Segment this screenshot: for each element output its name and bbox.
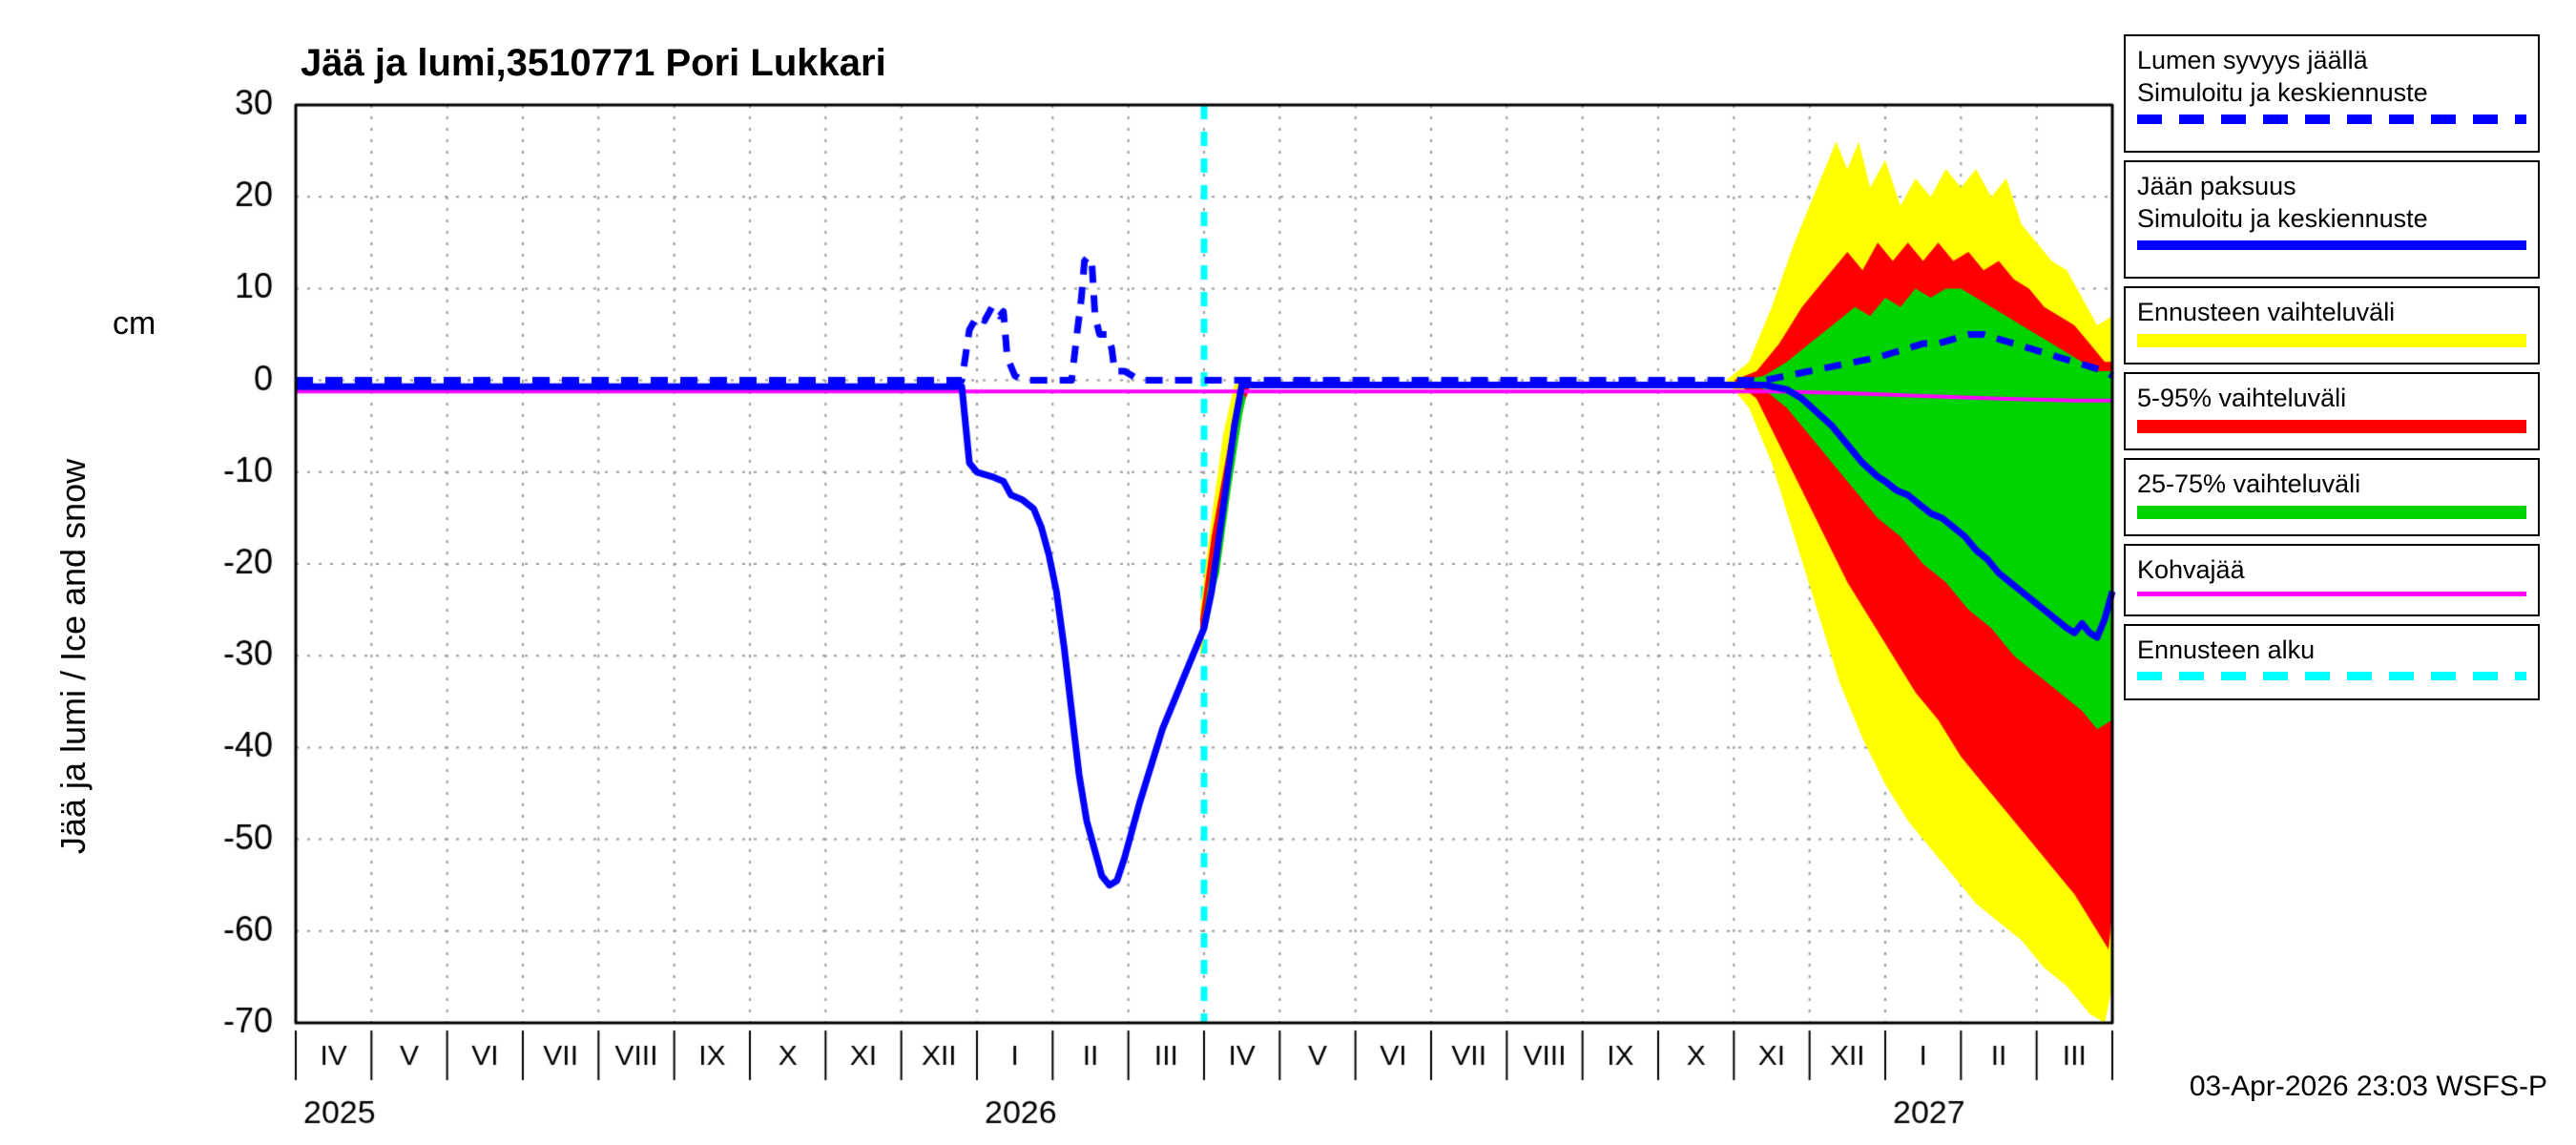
y-axis-label: Jää ja lumi / Ice and snow (53, 458, 93, 855)
chart-title: Jää ja lumi,3510771 Pori Lukkari (301, 42, 886, 84)
timestamp: 03-Apr-2026 23:03 WSFS-P (2189, 1071, 2547, 1102)
y-axis-unit: cm (113, 305, 156, 342)
